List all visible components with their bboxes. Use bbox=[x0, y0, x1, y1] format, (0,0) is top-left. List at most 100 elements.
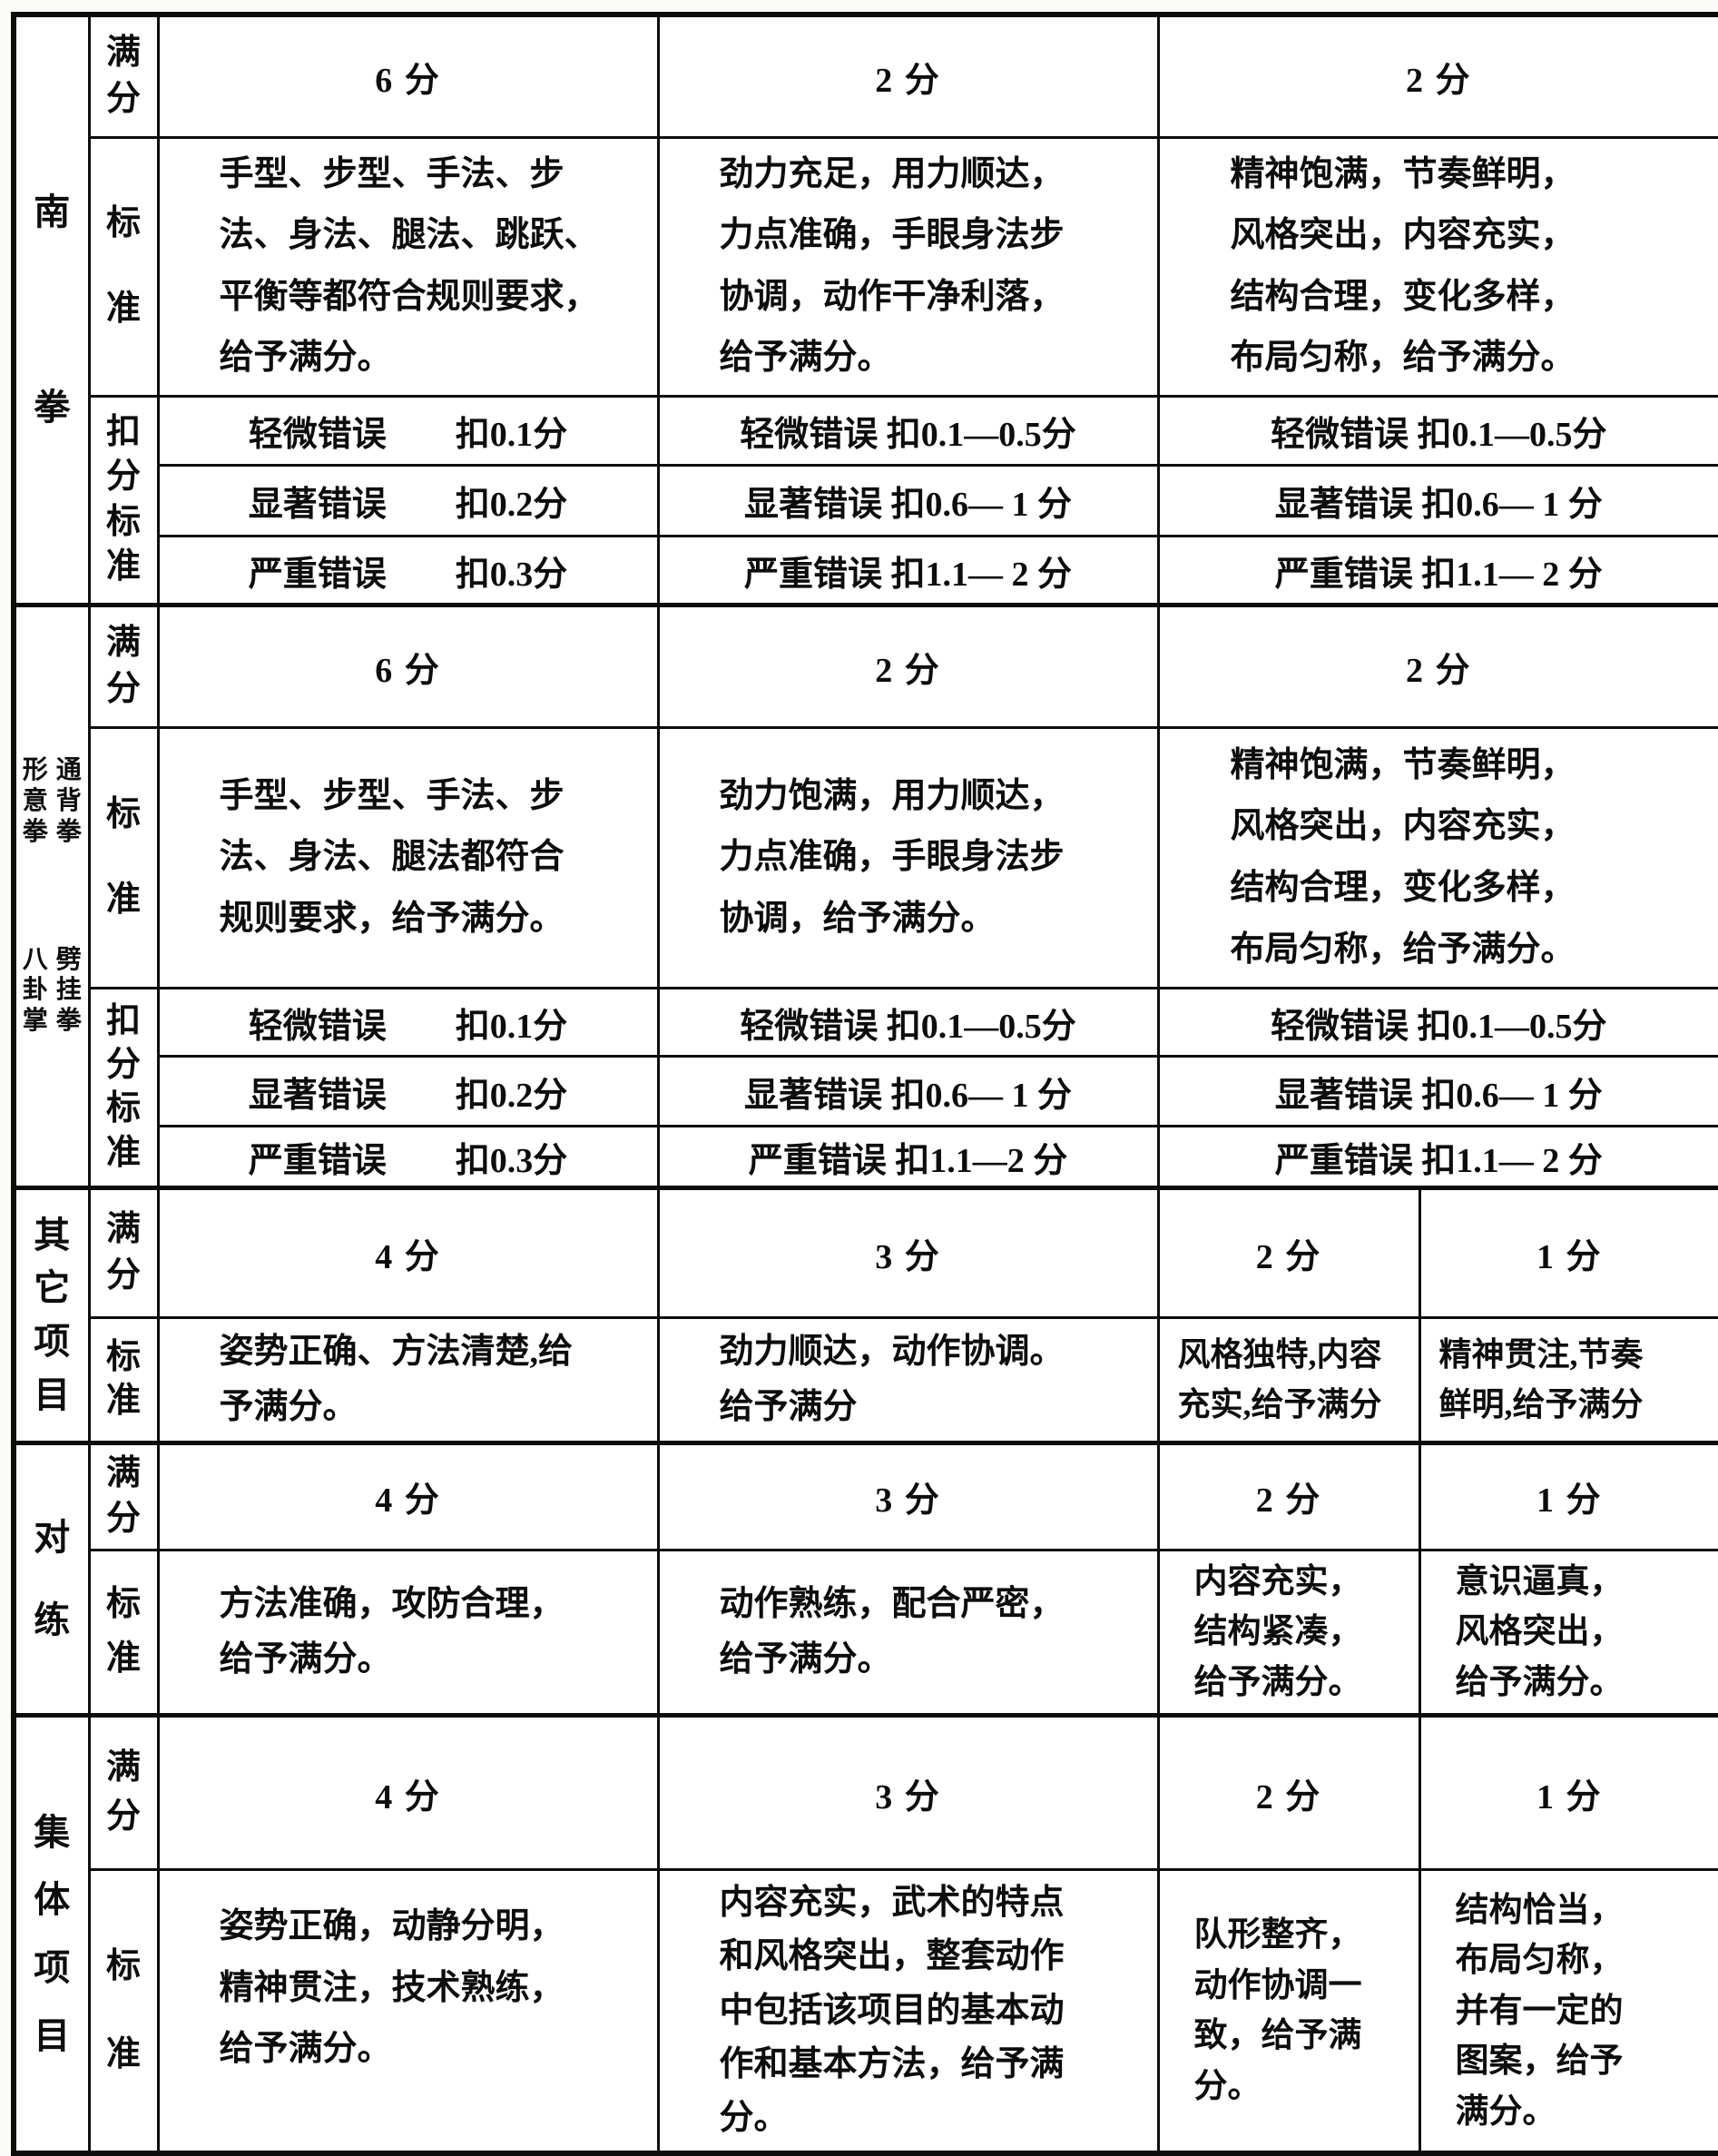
xingyi-standard-col2: 劲力饱满，用力顺达， 力点准确，手眼身法步 协调，给予满分。 bbox=[656, 726, 1160, 989]
other-standard-col1: 姿势正确、方法清楚,给 予满分。 bbox=[156, 1316, 660, 1444]
row-label-standard: 标准 bbox=[105, 1338, 141, 1420]
category-cell-nanquan: 南拳 bbox=[12, 13, 91, 606]
xingyi-score-col3: 2 分 bbox=[1156, 603, 1718, 729]
xingyi-deduction-row-minor: 扣分标准 轻微错误 扣0.1分 轻微错误 扣0.1—0.5分 轻微错误 扣0.1… bbox=[14, 987, 1718, 1189]
category-label-duilian: 对练 bbox=[34, 1516, 71, 1640]
xingyi-score-col2: 2 分 bbox=[656, 603, 1160, 729]
other-score-col1: 4 分 bbox=[156, 1186, 660, 1319]
nanquan-ded-serious-col3: 严重错误 扣1.1— 2 分 bbox=[1156, 535, 1718, 606]
nanquan-standard-col1: 手型、步型、手法、步 法、身法、腿法、跳跃、 平衡等都符合规则要求， 给予满分。 bbox=[156, 135, 660, 398]
group-fullscore-row: 集体项目 满分 4 分 3 分 2 分 1 分 bbox=[12, 1713, 1718, 2155]
nanquan-score-col2: 2 分 bbox=[656, 13, 1160, 139]
duilian-standard-col4: 意识逼真， 风格突出， 给予满分。 bbox=[1418, 1548, 1718, 1718]
nanquan-standard-label-cell: 标准 bbox=[87, 135, 160, 398]
group-standard-col3: 队形整齐， 动作协调一 致，给予满 分。 bbox=[1156, 1868, 1421, 2155]
category-cell-xingyi-group: 形意拳 通背拳 八卦掌 劈挂拳 bbox=[12, 603, 91, 1189]
row-label-standard: 标准 bbox=[105, 203, 141, 328]
category-cell-duilian: 对练 bbox=[12, 1440, 91, 1718]
group-standard-label-cell: 标准 bbox=[87, 1868, 160, 2155]
nanquan-standard-row: 标准 手型、步型、手法、步 法、身法、腿法、跳跃、 平衡等都符合规则要求， 给予… bbox=[14, 135, 1718, 398]
xingyi-standard-label-cell: 标准 bbox=[87, 726, 160, 989]
duilian-standard-row: 标准 方法准确，攻防合理， 给予满分。 动作熟练，配合严密， 给予满分。 内容充… bbox=[14, 1548, 1718, 1718]
nanquan-standard-col3: 精神饱满，节奏鲜明， 风格突出，内容充实， 结构合理，变化多样， 布局匀称，给予… bbox=[1156, 135, 1718, 398]
nanquan-ded-minor-col2: 轻微错误 扣0.1—0.5分 bbox=[656, 395, 1160, 467]
duilian-score-col3: 2 分 bbox=[1156, 1440, 1421, 1551]
category-label-tongbeiquan: 通背拳 bbox=[55, 756, 82, 846]
row-label-fullscore: 满分 bbox=[105, 1453, 141, 1538]
other-fullscore-row: 其它项目 满分 4 分 3 分 2 分 1 分 bbox=[12, 1186, 1718, 1444]
duilian-standard-col3: 内容充实， 结构紧凑， 给予满分。 bbox=[1156, 1548, 1421, 1718]
other-score-col3: 2 分 bbox=[1156, 1186, 1421, 1319]
category-label-group-events: 集体项目 bbox=[34, 1811, 71, 2056]
group-standard-col4: 结构恰当， 布局匀称， 并有一定的 图案，给予 满分。 bbox=[1418, 1868, 1718, 2155]
row-label-standard: 标准 bbox=[105, 795, 141, 920]
row-label-fullscore: 满分 bbox=[105, 623, 141, 709]
other-score-col2: 3 分 bbox=[656, 1186, 1160, 1319]
duilian-fullscore-row: 对练 满分 4 分 3 分 2 分 1 分 bbox=[12, 1440, 1718, 1718]
category-cell-group-events: 集体项目 bbox=[12, 1713, 91, 2155]
category-label-baguazhang: 八卦掌 bbox=[22, 945, 48, 1036]
category-label-nanquan: 南拳 bbox=[34, 192, 71, 428]
group-standard-col1: 姿势正确，动静分明， 精神贯注，技术熟练， 给予满分。 bbox=[156, 1868, 660, 2155]
row-label-standard: 标准 bbox=[105, 1584, 141, 1679]
nanquan-deduction-row-obvious: 显著错误 扣0.2分 显著错误 扣0.6— 1 分 显著错误 扣0.6— 1 分 bbox=[14, 464, 1718, 537]
row-label-fullscore: 满分 bbox=[105, 1209, 141, 1295]
xingyi-deduction-label-cell: 扣分标准 bbox=[87, 987, 160, 1189]
nanquan-score-col3: 2 分 bbox=[1156, 13, 1718, 139]
xingyi-fullscore-row: 形意拳 通背拳 八卦掌 劈挂拳 满分 6 分 2 分 2 分 bbox=[12, 603, 1718, 1189]
xingyi-ded-minor-col3: 轻微错误 扣0.1—0.5分 bbox=[1156, 987, 1718, 1058]
duilian-standard-col2: 动作熟练，配合严密， 给予满分。 bbox=[656, 1548, 1160, 1718]
group-fullscore-label-cell: 满分 bbox=[87, 1713, 160, 1872]
xingyi-ded-obvious-col2: 显著错误 扣0.6— 1 分 bbox=[656, 1055, 1160, 1127]
duilian-standard-label-cell: 标准 bbox=[87, 1548, 160, 1718]
xingyi-ded-serious-col3: 严重错误 扣1.1— 2 分 bbox=[1156, 1125, 1718, 1189]
xingyi-ded-obvious-col1: 显著错误 扣0.2分 bbox=[156, 1055, 660, 1127]
duilian-standard-col1: 方法准确，攻防合理， 给予满分。 bbox=[156, 1548, 660, 1718]
nanquan-score-col1: 6 分 bbox=[156, 13, 660, 139]
xingyi-ded-serious-col1: 严重错误 扣0.3分 bbox=[156, 1125, 660, 1189]
nanquan-ded-minor-col1: 轻微错误 扣0.1分 bbox=[156, 395, 660, 467]
row-label-standard: 标准 bbox=[105, 1946, 141, 2073]
row-label-fullscore: 满分 bbox=[105, 33, 141, 118]
nanquan-deduction-row-serious: 严重错误 扣0.3分 严重错误 扣1.1— 2 分 严重错误 扣1.1— 2 分 bbox=[14, 535, 1718, 606]
other-standard-row: 标准 姿势正确、方法清楚,给 予满分。 劲力顺达，动作协调。 给予满分 风格独特… bbox=[14, 1316, 1718, 1444]
other-standard-col3: 风格独特,内容 充实,给予满分 bbox=[1156, 1316, 1421, 1444]
other-score-col4: 1 分 bbox=[1418, 1186, 1718, 1319]
other-fullscore-label-cell: 满分 bbox=[87, 1186, 160, 1319]
nanquan-deduction-label-cell: 扣分标准 bbox=[87, 395, 160, 606]
xingyi-standard-col1: 手型、步型、手法、步 法、身法、腿法都符合 规则要求，给予满分。 bbox=[156, 726, 660, 989]
group-score-col3: 2 分 bbox=[1156, 1713, 1421, 1872]
group-standard-row: 标准 姿势正确，动静分明， 精神贯注，技术熟练， 给予满分。 内容充实，武术的特… bbox=[14, 1868, 1718, 2155]
duilian-score-col1: 4 分 bbox=[156, 1440, 660, 1551]
duilian-score-col4: 1 分 bbox=[1418, 1440, 1718, 1551]
nanquan-ded-obvious-col1: 显著错误 扣0.2分 bbox=[156, 464, 660, 537]
nanquan-standard-col2: 劲力充足，用力顺达， 力点准确，手眼身法步 协调，动作干净利落， 给予满分。 bbox=[656, 135, 1160, 398]
duilian-fullscore-label-cell: 满分 bbox=[87, 1440, 160, 1551]
nanquan-ded-serious-col1: 严重错误 扣0.3分 bbox=[156, 535, 660, 606]
group-score-col2: 3 分 bbox=[656, 1713, 1160, 1872]
nanquan-fullscore-row: 南拳 满分 6 分 2 分 2 分 bbox=[12, 13, 1718, 606]
category-cell-other-events: 其它项目 bbox=[12, 1186, 91, 1444]
duilian-score-col2: 3 分 bbox=[656, 1440, 1160, 1551]
nanquan-ded-serious-col2: 严重错误 扣1.1— 2 分 bbox=[656, 535, 1160, 606]
row-label-fullscore: 满分 bbox=[105, 1748, 141, 1836]
nanquan-fullscore-label-cell: 满分 bbox=[87, 13, 160, 139]
xingyi-ded-serious-col2: 严重错误 扣1.1—2 分 bbox=[656, 1125, 1160, 1189]
other-standard-col2: 劲力顺达，动作协调。 给予满分 bbox=[656, 1316, 1160, 1444]
category-label-other-events: 其它项目 bbox=[34, 1214, 71, 1415]
category-label-piguaquan: 劈挂拳 bbox=[55, 945, 82, 1036]
row-label-deduction: 扣分标准 bbox=[105, 413, 141, 586]
xingyi-deduction-row-serious: 严重错误 扣0.3分 严重错误 扣1.1—2 分 严重错误 扣1.1— 2 分 bbox=[14, 1125, 1718, 1189]
xingyi-deduction-row-obvious: 显著错误 扣0.2分 显著错误 扣0.6— 1 分 显著错误 扣0.6— 1 分 bbox=[14, 1055, 1718, 1127]
wushu-scoring-standards-table: 南拳 满分 6 分 2 分 2 分 标准 手型、步型、手法、步 法、身法、腿法、… bbox=[11, 12, 1718, 2156]
xingyi-fullscore-label-cell: 满分 bbox=[87, 603, 160, 729]
xingyi-ded-minor-col1: 轻微错误 扣0.1分 bbox=[156, 987, 660, 1058]
nanquan-ded-minor-col3: 轻微错误 扣0.1—0.5分 bbox=[1156, 395, 1718, 467]
other-standard-col4: 精神贯注,节奏 鲜明,给予满分 bbox=[1418, 1316, 1718, 1444]
nanquan-ded-obvious-col2: 显著错误 扣0.6— 1 分 bbox=[656, 464, 1160, 537]
nanquan-ded-obvious-col3: 显著错误 扣0.6— 1 分 bbox=[1156, 464, 1718, 537]
xingyi-ded-minor-col2: 轻微错误 扣0.1—0.5分 bbox=[656, 987, 1160, 1058]
other-standard-label-cell: 标准 bbox=[87, 1316, 160, 1444]
xingyi-score-col1: 6 分 bbox=[156, 603, 660, 729]
